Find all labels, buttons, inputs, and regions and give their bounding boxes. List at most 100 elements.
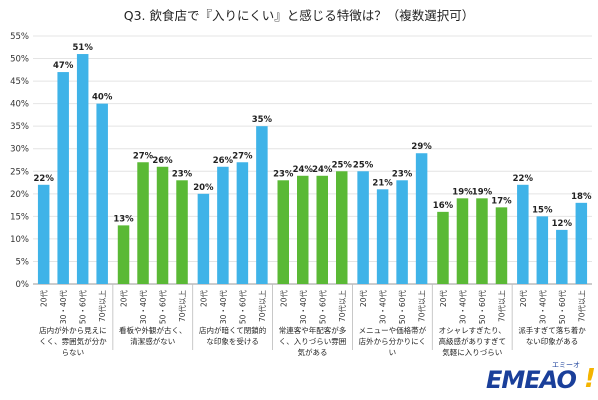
emeao-logo: エミーオ EMEAO ! <box>486 360 596 400</box>
bar <box>256 126 268 284</box>
x-tick-label: 30・40代 <box>58 290 68 325</box>
group-label: 派手すぎて落ち着かない印象がある <box>518 326 586 346</box>
bar <box>277 180 289 284</box>
group-label: 常連客や年配客が多く、入りづらい雰囲気がある <box>278 326 347 357</box>
bar <box>456 198 469 284</box>
bar <box>357 171 369 284</box>
data-label: 13% <box>113 214 134 224</box>
data-label: 24% <box>293 165 314 175</box>
data-label: 23% <box>392 169 413 179</box>
y-tick-label: 15% <box>10 212 29 222</box>
bar <box>396 180 408 284</box>
x-tick-label: 70代以上 <box>417 290 427 323</box>
x-tick-label: 50・60代 <box>397 290 407 325</box>
data-label: 20% <box>193 183 214 193</box>
x-tick-label: 70代以上 <box>337 290 347 323</box>
x-tick-label: 50・60代 <box>78 290 88 325</box>
x-tick-label: 20代 <box>198 290 208 308</box>
data-label: 35% <box>252 115 273 125</box>
x-tick-label: 50・60代 <box>158 290 168 325</box>
y-tick-label: 5% <box>16 257 30 267</box>
bar <box>536 216 549 284</box>
data-label: 12% <box>552 219 573 229</box>
bars: 22%47%51%40%13%27% 26%23%20%26% 27%35%23% 2… <box>33 43 592 285</box>
data-label: 19% <box>472 187 493 197</box>
x-tick-label: 50・60代 <box>237 290 247 325</box>
bar <box>495 207 508 284</box>
x-tick-label: 50・60代 <box>557 290 567 325</box>
y-tick-label: 45% <box>10 77 29 87</box>
data-label: 24% <box>312 165 333 175</box>
x-tick-label: 30・40代 <box>457 290 467 325</box>
group-label: オシャレすぎたり、高級感がありすぎて気軽に入りづらい <box>438 326 506 357</box>
data-label: 22% <box>513 174 534 184</box>
group-separators <box>112 284 513 350</box>
y-tick-label: 20% <box>10 190 29 200</box>
bar <box>415 153 428 284</box>
bar <box>137 162 149 284</box>
bar <box>336 171 348 284</box>
data-label: 21% <box>372 178 393 188</box>
logo-text: EMEAO <box>486 366 577 394</box>
x-tick-label: 70代以上 <box>576 290 586 323</box>
y-tick-label: 25% <box>10 167 29 177</box>
data-label: 19% <box>452 187 473 197</box>
data-label: 22% <box>33 174 54 184</box>
bar <box>57 72 69 284</box>
x-tick-label: 20代 <box>358 290 368 308</box>
group-label: 看板や外観が古く、清潔感がない <box>119 326 187 346</box>
x-tick-label: 30・40代 <box>537 290 547 325</box>
data-label: 51% <box>72 43 93 53</box>
data-label: 26% <box>152 156 173 166</box>
group-label: メニューや価格帯が店外から分かりにくい <box>358 326 427 357</box>
bar <box>376 189 389 284</box>
y-tick-label: 0% <box>16 280 30 290</box>
data-label: 29% <box>411 142 432 152</box>
bar <box>316 175 328 284</box>
bar <box>297 175 309 284</box>
data-label: 27% <box>133 151 154 161</box>
bar <box>197 193 210 284</box>
x-tick-label: 50・60代 <box>477 290 487 325</box>
data-label: 47% <box>53 61 74 71</box>
logo-reading: エミーオ <box>552 361 580 369</box>
x-tick-label: 50・60代 <box>317 290 327 325</box>
y-tick-label: 55% <box>10 32 29 42</box>
bar <box>575 202 588 284</box>
bar <box>156 166 169 284</box>
bar <box>217 166 229 284</box>
logo-mark: ! <box>584 364 596 394</box>
bar <box>176 180 188 284</box>
bar <box>96 103 108 285</box>
bar <box>37 184 50 284</box>
data-label: 17% <box>491 196 512 206</box>
x-tick-label: 70代以上 <box>496 290 506 323</box>
group-label: 店内が外から見えにくく、雰囲気が分からない <box>39 326 107 357</box>
bar <box>76 54 89 284</box>
data-label: 40% <box>92 93 113 103</box>
bar <box>476 198 488 284</box>
y-tick-label: 10% <box>10 235 29 245</box>
x-tick-label: 20代 <box>438 290 448 308</box>
data-label: 23% <box>273 169 294 179</box>
group-label: 店内が暗くて閉鎖的な印象を受ける <box>198 326 267 346</box>
x-axis: 20代 30・40代 50・60代 70代以上 20代 30・40代 50・60代 70代以上… <box>39 290 587 325</box>
data-label: 18% <box>571 192 592 202</box>
x-tick-label: 20代 <box>39 290 49 308</box>
y-axis: 0% 5% 10% 15% 20% 25% 30% 35% 40% 45% 50% 55% <box>10 32 29 290</box>
y-tick-label: 35% <box>10 122 29 132</box>
y-tick-label: 40% <box>10 100 29 110</box>
data-label: 26% <box>213 156 234 166</box>
x-tick-label: 70代以上 <box>97 290 107 323</box>
data-label: 15% <box>532 205 553 215</box>
x-tick-label: 30・40代 <box>218 290 228 325</box>
bar <box>437 211 449 284</box>
chart-title: Q3. 飲食店で『入りにくい』と感じる特徴は？（複数選択可） <box>124 8 475 23</box>
bar <box>556 229 568 284</box>
data-label: 23% <box>172 169 193 179</box>
data-label: 25% <box>332 160 353 170</box>
grid <box>33 35 592 285</box>
data-label: 16% <box>433 201 454 211</box>
x-tick-label: 70代以上 <box>177 290 187 323</box>
